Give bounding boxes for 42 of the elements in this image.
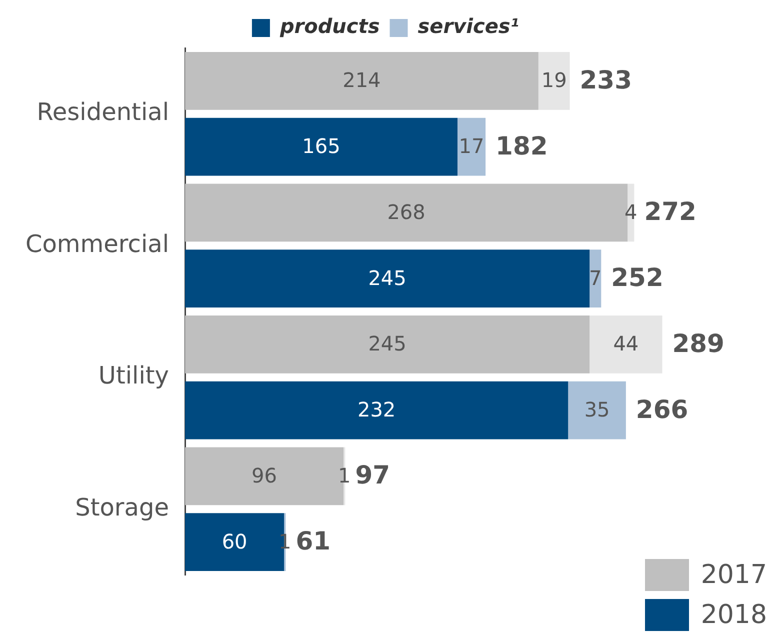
total-label: 289	[672, 328, 724, 358]
bar	[185, 381, 568, 440]
bar	[185, 315, 590, 374]
data-label: 44	[613, 332, 639, 356]
text: 2017	[700, 560, 767, 590]
data-label: 1	[338, 463, 351, 488]
data-label: 96	[252, 463, 277, 488]
data-label: 7	[589, 266, 602, 290]
data-label: 1	[278, 529, 292, 554]
total-label: 266	[636, 394, 688, 424]
bar	[185, 118, 458, 176]
text: 2018	[700, 600, 767, 630]
y-tick-label: Residential	[36, 98, 169, 126]
data-label: 165	[302, 134, 340, 158]
data-label: 214	[342, 68, 381, 92]
total-label: 182	[496, 131, 548, 160]
bar	[185, 52, 538, 110]
legend-label: services¹	[418, 14, 520, 38]
bar	[568, 381, 626, 440]
legend-label: products	[278, 14, 380, 38]
total-label: 61	[296, 526, 331, 556]
data-label: 35	[584, 398, 610, 422]
total-label: 97	[355, 460, 390, 490]
bar	[590, 250, 602, 308]
bar	[590, 315, 662, 374]
data-label: 60	[222, 529, 248, 554]
y-tick-label: Utility	[98, 362, 169, 390]
bar	[538, 52, 570, 110]
y-tick-label: Storage	[75, 493, 169, 522]
total-label: 272	[644, 197, 696, 226]
data-label: 245	[368, 266, 406, 290]
bar	[185, 250, 590, 308]
data-label: 17	[458, 134, 484, 158]
data-label: 4	[624, 200, 638, 224]
total-label: 233	[580, 65, 632, 94]
data-label: 232	[357, 398, 396, 422]
total-label: 252	[611, 263, 664, 292]
data-label: 19	[541, 68, 567, 92]
data-label: 268	[387, 200, 426, 224]
bar	[457, 118, 486, 176]
y-tick-label: Commercial	[25, 230, 169, 258]
data-label: 245	[368, 332, 406, 356]
